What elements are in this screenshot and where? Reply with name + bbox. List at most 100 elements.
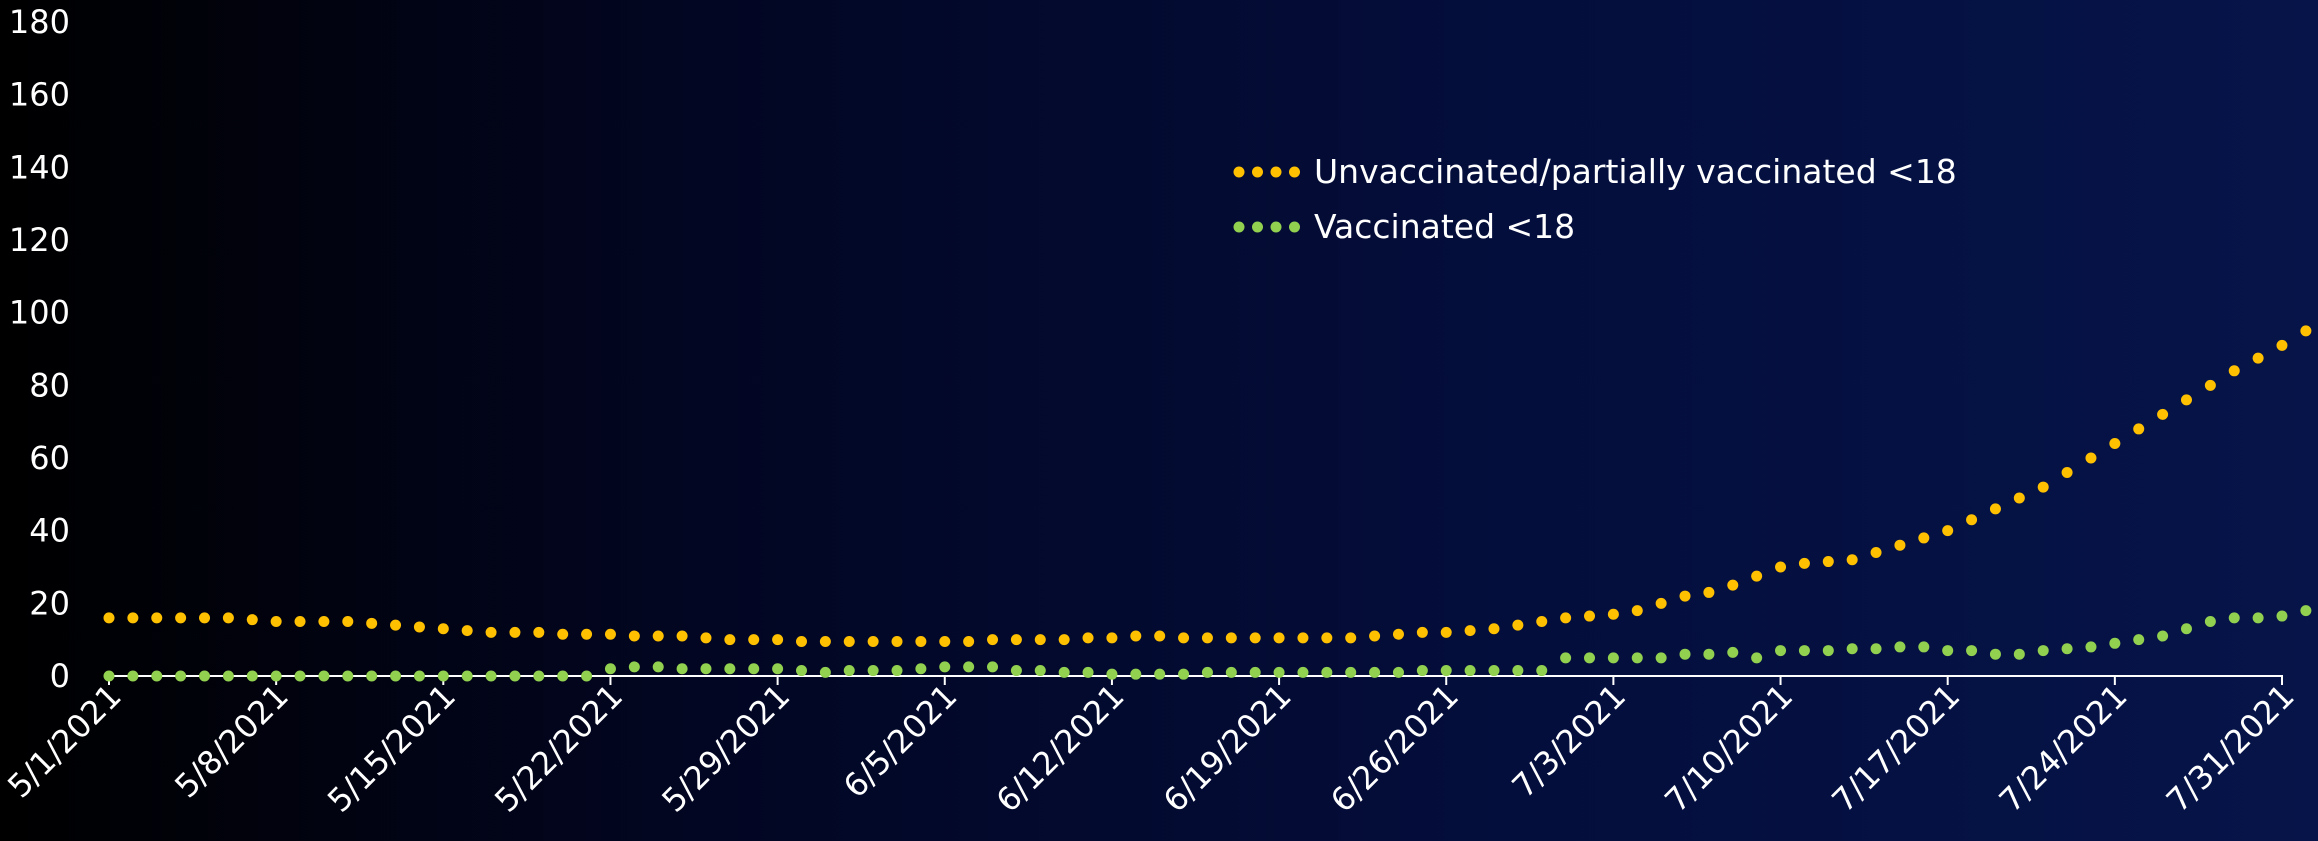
data-point bbox=[1440, 626, 1452, 638]
data-point bbox=[413, 621, 425, 633]
data-point bbox=[1488, 623, 1500, 635]
data-point bbox=[557, 670, 569, 682]
data-point bbox=[2109, 437, 2121, 449]
data-point bbox=[1846, 554, 1858, 566]
data-point bbox=[485, 626, 497, 638]
data-point bbox=[2061, 643, 2073, 655]
data-point bbox=[1918, 532, 1930, 544]
data-point bbox=[151, 612, 163, 624]
data-point bbox=[1655, 597, 1667, 609]
data-point bbox=[628, 661, 640, 673]
data-point bbox=[1034, 634, 1046, 646]
data-point bbox=[676, 630, 688, 642]
series-vaccinated bbox=[103, 605, 2312, 682]
data-point bbox=[2228, 365, 2240, 377]
data-point bbox=[1536, 665, 1548, 677]
data-point bbox=[2013, 492, 2025, 504]
legend-marker bbox=[1270, 221, 1282, 233]
data-point bbox=[1631, 652, 1643, 664]
data-point bbox=[700, 632, 712, 644]
data-point bbox=[1345, 632, 1357, 644]
legend-marker bbox=[1289, 166, 1300, 178]
y-tick-label: 160 bbox=[9, 76, 70, 114]
data-point bbox=[1584, 652, 1596, 664]
x-tick-label: 7/3/2021 bbox=[1505, 677, 1633, 805]
x-tick-label: 6/12/2021 bbox=[989, 677, 1132, 820]
data-point bbox=[1751, 652, 1763, 664]
y-axis-tick-labels: 0 20 40 60 80 100 120 140 160 180 bbox=[9, 3, 70, 695]
x-tick-label: 5/22/2021 bbox=[487, 677, 630, 820]
data-point bbox=[1942, 525, 1954, 537]
data-point bbox=[1464, 625, 1476, 637]
data-point bbox=[1249, 632, 1261, 644]
data-point bbox=[270, 670, 282, 682]
data-point bbox=[1225, 632, 1237, 644]
data-point bbox=[1727, 646, 1739, 658]
data-point bbox=[2252, 352, 2264, 364]
data-point bbox=[1822, 645, 1834, 657]
legend-label: Unvaccinated/partially vaccinated <18 bbox=[1314, 152, 1957, 191]
legend-marker bbox=[1270, 166, 1282, 178]
data-point bbox=[2037, 645, 2049, 657]
data-point bbox=[2300, 605, 2312, 617]
data-point bbox=[461, 670, 473, 682]
data-point bbox=[1416, 626, 1428, 638]
data-point bbox=[1679, 648, 1691, 660]
data-point bbox=[437, 623, 449, 635]
data-point bbox=[366, 617, 378, 629]
data-point bbox=[1058, 666, 1070, 678]
data-point bbox=[1130, 630, 1142, 642]
data-point bbox=[1369, 630, 1381, 642]
data-point bbox=[1010, 634, 1022, 646]
data-point bbox=[581, 670, 593, 682]
data-point bbox=[676, 663, 688, 675]
data-point bbox=[795, 665, 807, 677]
data-point bbox=[2228, 612, 2240, 624]
data-point bbox=[748, 634, 760, 646]
data-point bbox=[485, 670, 497, 682]
data-point bbox=[1607, 608, 1619, 620]
data-point bbox=[1798, 557, 1810, 569]
data-point bbox=[1822, 556, 1834, 568]
data-point bbox=[939, 661, 951, 673]
data-point bbox=[1201, 666, 1213, 678]
data-point bbox=[915, 635, 927, 647]
data-point bbox=[1870, 546, 1882, 558]
y-tick-label: 60 bbox=[29, 439, 70, 477]
data-point bbox=[1034, 665, 1046, 677]
data-point bbox=[772, 663, 784, 675]
data-point bbox=[1655, 652, 1667, 664]
data-point bbox=[2300, 325, 2312, 337]
data-point bbox=[533, 670, 545, 682]
legend-label: Vaccinated <18 bbox=[1314, 207, 1575, 246]
data-point bbox=[127, 670, 139, 682]
data-point bbox=[294, 670, 306, 682]
data-point bbox=[342, 616, 354, 627]
data-point bbox=[1703, 648, 1715, 660]
data-point bbox=[1775, 645, 1787, 657]
x-tick-label: 7/24/2021 bbox=[1992, 677, 2135, 820]
data-point bbox=[1082, 666, 1094, 678]
x-axis-tick-labels: 5/1/2021 5/8/2021 5/15/2021 5/22/2021 5/29/2… bbox=[0, 677, 2301, 820]
x-tick-label: 5/29/2021 bbox=[654, 677, 797, 820]
data-point bbox=[891, 665, 903, 677]
data-point bbox=[294, 616, 306, 627]
data-point bbox=[2061, 467, 2073, 479]
data-point bbox=[2180, 623, 2192, 635]
data-point bbox=[819, 666, 831, 678]
y-tick-label: 80 bbox=[29, 366, 70, 404]
x-tick-label: 6/19/2021 bbox=[1156, 677, 1299, 820]
data-point bbox=[2204, 379, 2216, 391]
data-point bbox=[843, 635, 855, 647]
data-point bbox=[2252, 612, 2264, 624]
data-point bbox=[461, 625, 473, 637]
data-point bbox=[1966, 645, 1978, 657]
series-unvaccinated bbox=[103, 325, 2312, 647]
data-point bbox=[509, 626, 521, 638]
legend-marker bbox=[1233, 166, 1245, 178]
data-point bbox=[1297, 666, 1309, 678]
data-point bbox=[2276, 610, 2288, 622]
data-point bbox=[1321, 666, 1333, 678]
data-point bbox=[2204, 616, 2216, 627]
